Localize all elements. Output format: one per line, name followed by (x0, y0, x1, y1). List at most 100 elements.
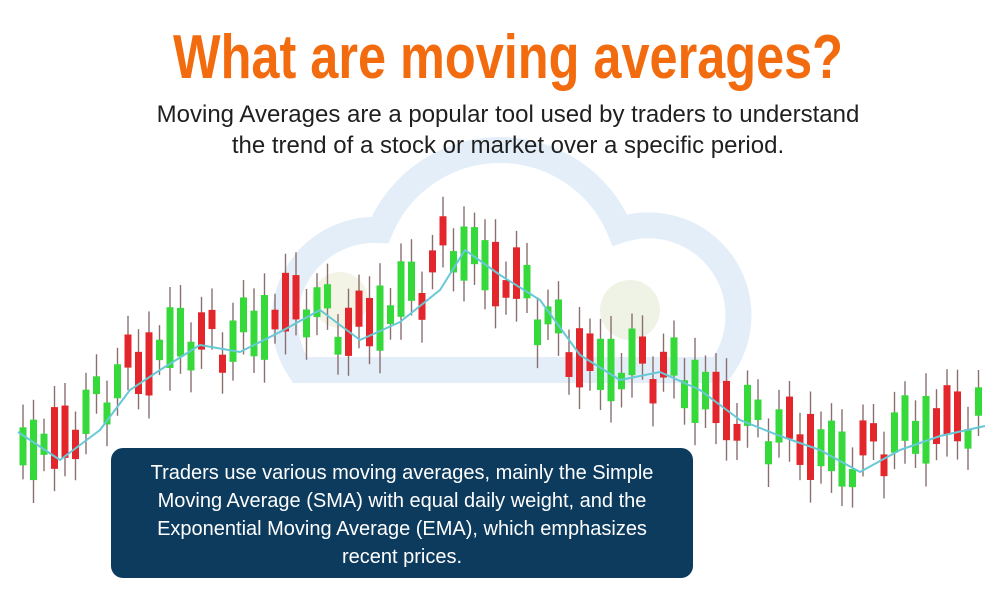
candle-body (775, 409, 783, 443)
candle-body (366, 297, 373, 347)
candle-body (103, 402, 111, 425)
callout-line: Exponential Moving Average (EMA), which … (157, 518, 647, 540)
candle-body (765, 441, 772, 465)
callout-line: Traders use various moving averages, mai… (151, 462, 654, 484)
candle-body (271, 309, 279, 330)
candle-body (933, 408, 940, 445)
candle-body (40, 433, 48, 455)
candle-body (670, 337, 678, 376)
candle-body (870, 423, 877, 442)
candle-body (72, 429, 79, 460)
candle-body (922, 395, 930, 464)
subtitle-line: Moving Averages are a popular tool used … (157, 101, 860, 128)
candle-body (565, 352, 573, 377)
candle-body (387, 305, 394, 324)
candle-body (418, 292, 426, 320)
candle-body (817, 429, 825, 467)
candle-body (880, 454, 888, 477)
candle-body (754, 399, 762, 421)
title: What are moving averages? (173, 23, 843, 92)
watermark (271, 137, 752, 383)
candle-body (838, 431, 846, 487)
candle-body (30, 419, 37, 481)
candle-body (324, 284, 331, 309)
candle-body (219, 354, 226, 373)
candle-body (93, 376, 100, 395)
candle-body (19, 427, 27, 466)
candle-body (828, 420, 835, 472)
candle-body (166, 307, 174, 368)
callout-line: recent prices. (342, 546, 462, 568)
candle-body (681, 380, 688, 409)
candle-body (439, 216, 447, 246)
candle-body (586, 333, 594, 371)
candle-body (534, 319, 541, 346)
candle-body (639, 336, 646, 364)
candle-body (198, 312, 205, 350)
candle-body (702, 371, 709, 410)
candle-body (628, 328, 636, 376)
candle-body (114, 364, 121, 399)
candle-body (261, 295, 268, 360)
candle-body (901, 395, 909, 441)
candle-body (691, 359, 699, 423)
callout-line: Moving Average (SMA) with equal daily we… (158, 490, 647, 512)
candle-body (334, 336, 342, 355)
candle-body (229, 320, 237, 362)
candle-body (51, 407, 58, 469)
candle-body (733, 423, 741, 441)
candle-body (282, 272, 289, 332)
candle-body (156, 339, 163, 361)
candle-body (145, 332, 153, 396)
candle-body (250, 310, 258, 357)
candle-body (712, 371, 720, 424)
candle-body (513, 247, 520, 299)
callout-box (111, 448, 693, 578)
candle-body (429, 250, 436, 273)
candle-body (376, 285, 384, 351)
candle-body (397, 261, 405, 317)
candle-body (649, 379, 657, 404)
candle-body (135, 351, 142, 395)
candle-body (292, 275, 300, 320)
watermark-dot (600, 280, 660, 340)
candle-body (975, 387, 982, 416)
candle-body (492, 241, 499, 307)
candle-body (943, 385, 951, 435)
candle-body (208, 309, 216, 330)
candle-body (786, 396, 793, 439)
candle-body (303, 309, 310, 338)
candle-body (954, 391, 961, 442)
candle-body (177, 307, 184, 357)
candle-body (576, 328, 583, 388)
candle-body (460, 226, 468, 281)
candlestick-illustration (17, 196, 986, 508)
candle-body (859, 420, 867, 456)
candle-body (597, 338, 604, 390)
moving-average-line (17, 249, 986, 473)
candle-body (744, 384, 751, 426)
candle-body (891, 412, 898, 453)
candle-body (796, 434, 804, 465)
candle-body (61, 405, 69, 458)
candle-body (450, 251, 457, 273)
candle-body (555, 299, 562, 334)
candle-body (82, 389, 90, 434)
candle-body (660, 351, 667, 378)
candle-body (124, 334, 132, 368)
candle-body (355, 290, 363, 327)
candle-body (240, 297, 247, 333)
candle-body (912, 420, 919, 454)
subtitle-line: the trend of a stock or market over a sp… (232, 132, 784, 159)
candle-body (607, 338, 615, 402)
candle-body (964, 429, 972, 449)
candle-body (471, 227, 478, 265)
candle-body (408, 261, 415, 301)
cloud-watermark (271, 137, 752, 383)
candle-body (618, 372, 625, 390)
candle-body (849, 469, 856, 488)
candle-body (187, 341, 195, 371)
candle-body (523, 264, 531, 299)
